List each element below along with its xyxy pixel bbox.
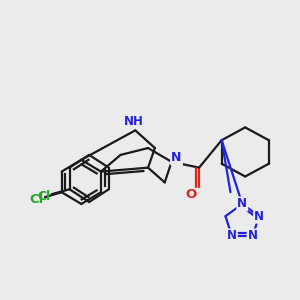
Text: Cl: Cl [38, 190, 51, 202]
Text: Cl: Cl [29, 193, 43, 206]
Text: N: N [171, 152, 182, 164]
Text: N: N [254, 210, 264, 223]
Text: O: O [186, 188, 197, 201]
Text: N: N [237, 197, 247, 211]
Text: NH: NH [123, 115, 143, 128]
Text: N: N [248, 230, 258, 242]
Text: N: N [227, 230, 237, 242]
